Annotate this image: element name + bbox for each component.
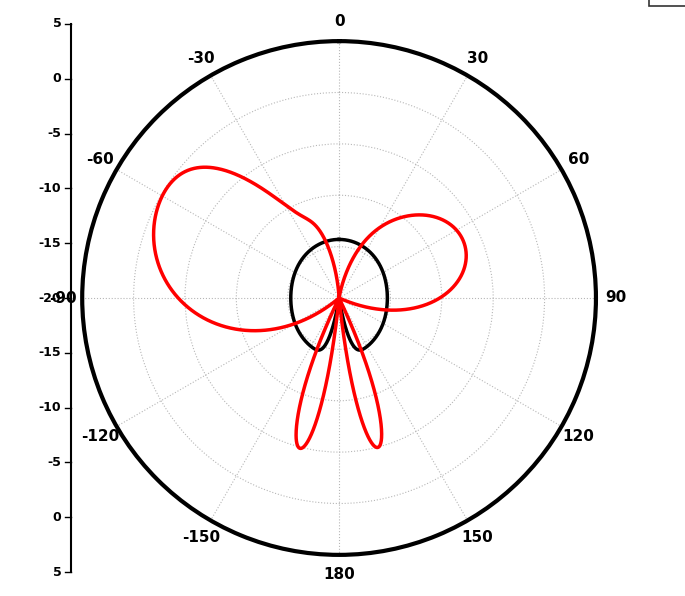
Text: 0: 0	[53, 72, 62, 85]
Text: -20: -20	[39, 291, 62, 305]
Text: 5: 5	[53, 17, 62, 30]
Text: -5: -5	[47, 456, 62, 469]
Text: -15: -15	[39, 346, 62, 359]
Text: -5: -5	[47, 127, 62, 140]
Text: -10: -10	[39, 182, 62, 195]
Text: -15: -15	[39, 237, 62, 250]
Text: 0: 0	[53, 511, 62, 524]
Legend: Phi = 0°, Phi = 90°: Phi = 0°, Phi = 90°	[649, 0, 685, 6]
Text: 5: 5	[53, 566, 62, 579]
Text: -10: -10	[39, 401, 62, 414]
